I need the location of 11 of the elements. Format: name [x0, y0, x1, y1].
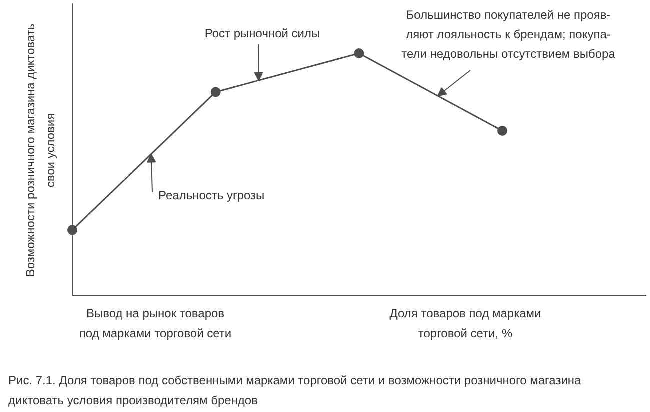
- point: [354, 48, 364, 58]
- text: Рис. 7.1. Доля товаров под собственными марками торговой сети и возможности розничного магазина диктовать условия производителям брендов: [8, 374, 582, 408]
- point: [210, 87, 221, 98]
- text: Рост рыночной силы: [204, 26, 320, 40]
- point: [498, 126, 508, 136]
- text: Вывод на рынок товаров под марками торговой сети: [79, 306, 232, 340]
- point: [68, 225, 78, 236]
- annotation: Большинство покупателей не прояв- ляют лояльность к брендам; покупа- тели недовольны отсутствием выбора: [402, 8, 616, 62]
- annotation: Реальность угрозы: [158, 188, 265, 202]
- x-axis-title: Доля товаров под марками торговой сети, %: [390, 306, 542, 340]
- y-axis-title: Возможности розничного магазина диктовать свои условия: [24, 24, 58, 278]
